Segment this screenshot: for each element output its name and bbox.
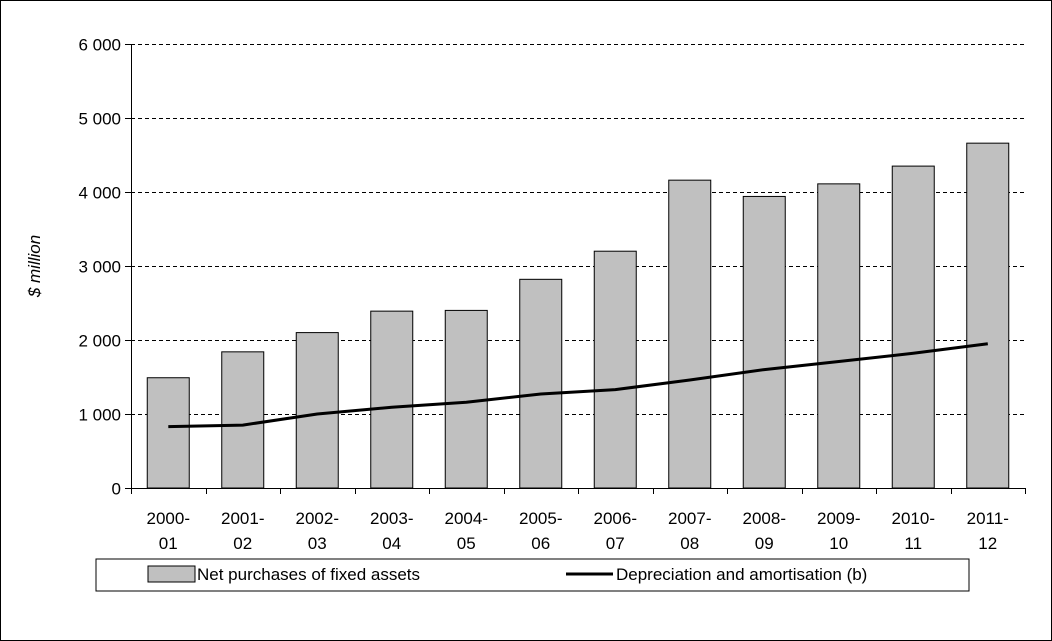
bar bbox=[966, 142, 1010, 489]
bar bbox=[370, 310, 414, 489]
x-tick-label: 09 bbox=[755, 534, 774, 553]
bar bbox=[146, 377, 190, 489]
y-tick-label: 4 000 bbox=[78, 184, 121, 203]
bar-series bbox=[146, 142, 1010, 489]
x-tick-label: 03 bbox=[308, 534, 327, 553]
y-tick-label: 2 000 bbox=[78, 332, 121, 351]
x-tick-label: 2006- bbox=[594, 509, 637, 528]
bar bbox=[817, 183, 861, 489]
x-tick-label: 2004- bbox=[445, 509, 488, 528]
x-tick-label: 2000- bbox=[147, 509, 190, 528]
legend-swatch-bar bbox=[147, 565, 196, 583]
bar bbox=[668, 179, 712, 489]
bar bbox=[519, 278, 563, 489]
x-tick-label: 2010- bbox=[892, 509, 935, 528]
x-tick-label: 2002- bbox=[296, 509, 339, 528]
legend: Net purchases of fixed assets Depreciati… bbox=[95, 558, 970, 592]
x-tick-label: 08 bbox=[680, 534, 699, 553]
y-tick-label: 5 000 bbox=[78, 110, 121, 129]
legend-label-bar: Net purchases of fixed assets bbox=[197, 565, 420, 584]
x-tick-label: 12 bbox=[978, 534, 997, 553]
x-tick-label: 04 bbox=[382, 534, 401, 553]
x-tick-label: 2008- bbox=[743, 509, 786, 528]
y-axis-label: $ million bbox=[25, 235, 44, 298]
x-tick-label: 2009- bbox=[817, 509, 860, 528]
y-tick-label: 3 000 bbox=[78, 258, 121, 277]
x-tick-labels: 2000- 01 2001- 02 2002- 03 2003- 04 2004- 05 2005-… bbox=[147, 509, 1009, 553]
x-tick-label: 2003- bbox=[370, 509, 413, 528]
x-tick-label: 2011- bbox=[967, 509, 1009, 528]
legend-label-line: Depreciation and amortisation (b) bbox=[616, 565, 867, 584]
x-tick-label: 05 bbox=[457, 534, 476, 553]
gridlines bbox=[131, 44, 1025, 415]
y-tick-label: 1 000 bbox=[78, 406, 121, 425]
bar bbox=[891, 165, 935, 489]
x-tick-label: 10 bbox=[829, 534, 848, 553]
x-tick-label: 01 bbox=[159, 534, 178, 553]
line-series bbox=[168, 342, 988, 429]
y-tick-label: 0 bbox=[112, 480, 121, 499]
x-tick-label: 11 bbox=[904, 534, 922, 553]
x-tick-label: 2005- bbox=[519, 509, 562, 528]
legend-box bbox=[95, 558, 970, 592]
bar bbox=[742, 195, 786, 489]
x-tick-label: 06 bbox=[531, 534, 550, 553]
axes bbox=[125, 44, 1026, 494]
bar bbox=[221, 351, 265, 489]
bar bbox=[295, 332, 339, 489]
x-tick-label: 2007- bbox=[668, 509, 711, 528]
bar bbox=[593, 250, 637, 489]
line-series-path bbox=[168, 342, 988, 429]
y-tick-label: 6 000 bbox=[78, 36, 121, 55]
x-tick-label: 02 bbox=[233, 534, 252, 553]
x-tick-label: 2001- bbox=[221, 509, 264, 528]
y-tick-labels: 0 1 000 2 000 3 000 4 000 5 000 6 000 bbox=[78, 36, 121, 499]
x-tick-label: 07 bbox=[606, 534, 625, 553]
